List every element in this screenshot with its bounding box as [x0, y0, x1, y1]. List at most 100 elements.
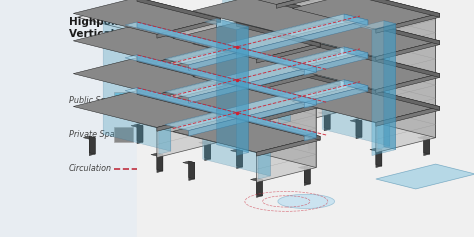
Polygon shape: [356, 121, 362, 139]
Polygon shape: [376, 17, 436, 153]
Polygon shape: [278, 194, 335, 209]
Polygon shape: [237, 27, 316, 168]
Polygon shape: [103, 14, 171, 151]
Polygon shape: [360, 21, 396, 30]
Polygon shape: [256, 94, 263, 112]
Text: Public Space: Public Space: [69, 96, 119, 105]
Polygon shape: [276, 82, 340, 101]
Polygon shape: [199, 141, 210, 144]
Polygon shape: [376, 106, 439, 126]
Polygon shape: [256, 28, 340, 53]
Polygon shape: [344, 47, 368, 58]
Polygon shape: [173, 115, 320, 152]
Polygon shape: [344, 14, 368, 26]
Polygon shape: [193, 28, 340, 65]
Polygon shape: [237, 149, 243, 167]
Polygon shape: [304, 100, 316, 108]
Polygon shape: [89, 138, 95, 156]
Polygon shape: [256, 0, 340, 20]
Text: Circulation: Circulation: [69, 164, 112, 173]
Polygon shape: [209, 108, 215, 126]
Polygon shape: [193, 0, 340, 32]
Polygon shape: [189, 163, 195, 181]
Polygon shape: [191, 39, 270, 59]
Polygon shape: [193, 0, 340, 5]
Text: Private Space: Private Space: [69, 130, 124, 139]
Polygon shape: [424, 136, 429, 154]
Polygon shape: [356, 119, 362, 137]
Polygon shape: [177, 27, 316, 62]
Polygon shape: [197, 0, 336, 7]
Polygon shape: [356, 53, 439, 77]
Polygon shape: [210, 0, 290, 4]
Polygon shape: [137, 55, 316, 105]
Polygon shape: [350, 119, 362, 122]
Polygon shape: [376, 74, 439, 93]
Polygon shape: [157, 153, 163, 171]
Polygon shape: [137, 91, 220, 115]
Polygon shape: [157, 18, 220, 38]
Polygon shape: [89, 136, 95, 154]
Polygon shape: [209, 106, 215, 124]
Polygon shape: [256, 96, 263, 114]
Polygon shape: [73, 91, 220, 128]
Polygon shape: [356, 0, 439, 17]
Polygon shape: [205, 141, 210, 159]
Polygon shape: [137, 88, 316, 138]
Polygon shape: [205, 19, 248, 30]
Polygon shape: [276, 123, 283, 141]
Polygon shape: [356, 20, 439, 45]
Polygon shape: [157, 79, 220, 98]
Polygon shape: [378, 26, 390, 149]
Polygon shape: [230, 149, 243, 152]
Polygon shape: [324, 113, 330, 131]
Polygon shape: [137, 2, 217, 143]
Polygon shape: [376, 41, 439, 60]
Polygon shape: [256, 47, 316, 182]
Bar: [137, 0, 474, 237]
Polygon shape: [276, 49, 340, 68]
Polygon shape: [356, 86, 439, 110]
Text: Highpoint 1
Vertical Access: Highpoint 1 Vertical Access: [69, 17, 157, 39]
Polygon shape: [203, 39, 270, 176]
Polygon shape: [356, 0, 436, 138]
Polygon shape: [137, 0, 220, 22]
Polygon shape: [125, 88, 316, 136]
Polygon shape: [173, 50, 320, 87]
Polygon shape: [276, 0, 340, 8]
Polygon shape: [250, 94, 263, 97]
Polygon shape: [376, 14, 439, 33]
Polygon shape: [131, 124, 143, 127]
Polygon shape: [276, 16, 340, 36]
Polygon shape: [237, 50, 320, 74]
Polygon shape: [310, 9, 390, 29]
Polygon shape: [237, 22, 320, 47]
Polygon shape: [137, 124, 143, 142]
Polygon shape: [292, 20, 439, 57]
Polygon shape: [256, 71, 320, 90]
Polygon shape: [256, 61, 340, 85]
Polygon shape: [256, 179, 263, 197]
Polygon shape: [304, 67, 316, 75]
Polygon shape: [296, 0, 436, 32]
Polygon shape: [256, 43, 320, 63]
Polygon shape: [157, 155, 163, 173]
Polygon shape: [189, 53, 368, 103]
Polygon shape: [308, 133, 314, 151]
Polygon shape: [270, 123, 283, 126]
Polygon shape: [137, 22, 316, 72]
Polygon shape: [304, 166, 310, 184]
Polygon shape: [159, 31, 171, 154]
Polygon shape: [376, 164, 474, 189]
Polygon shape: [424, 138, 429, 156]
Polygon shape: [418, 136, 429, 139]
Polygon shape: [256, 0, 336, 113]
Polygon shape: [173, 22, 320, 59]
Polygon shape: [376, 148, 382, 166]
Polygon shape: [292, 86, 439, 123]
Polygon shape: [258, 56, 270, 179]
Polygon shape: [304, 132, 316, 141]
Polygon shape: [77, 2, 217, 37]
Polygon shape: [276, 125, 283, 143]
Polygon shape: [308, 131, 314, 149]
